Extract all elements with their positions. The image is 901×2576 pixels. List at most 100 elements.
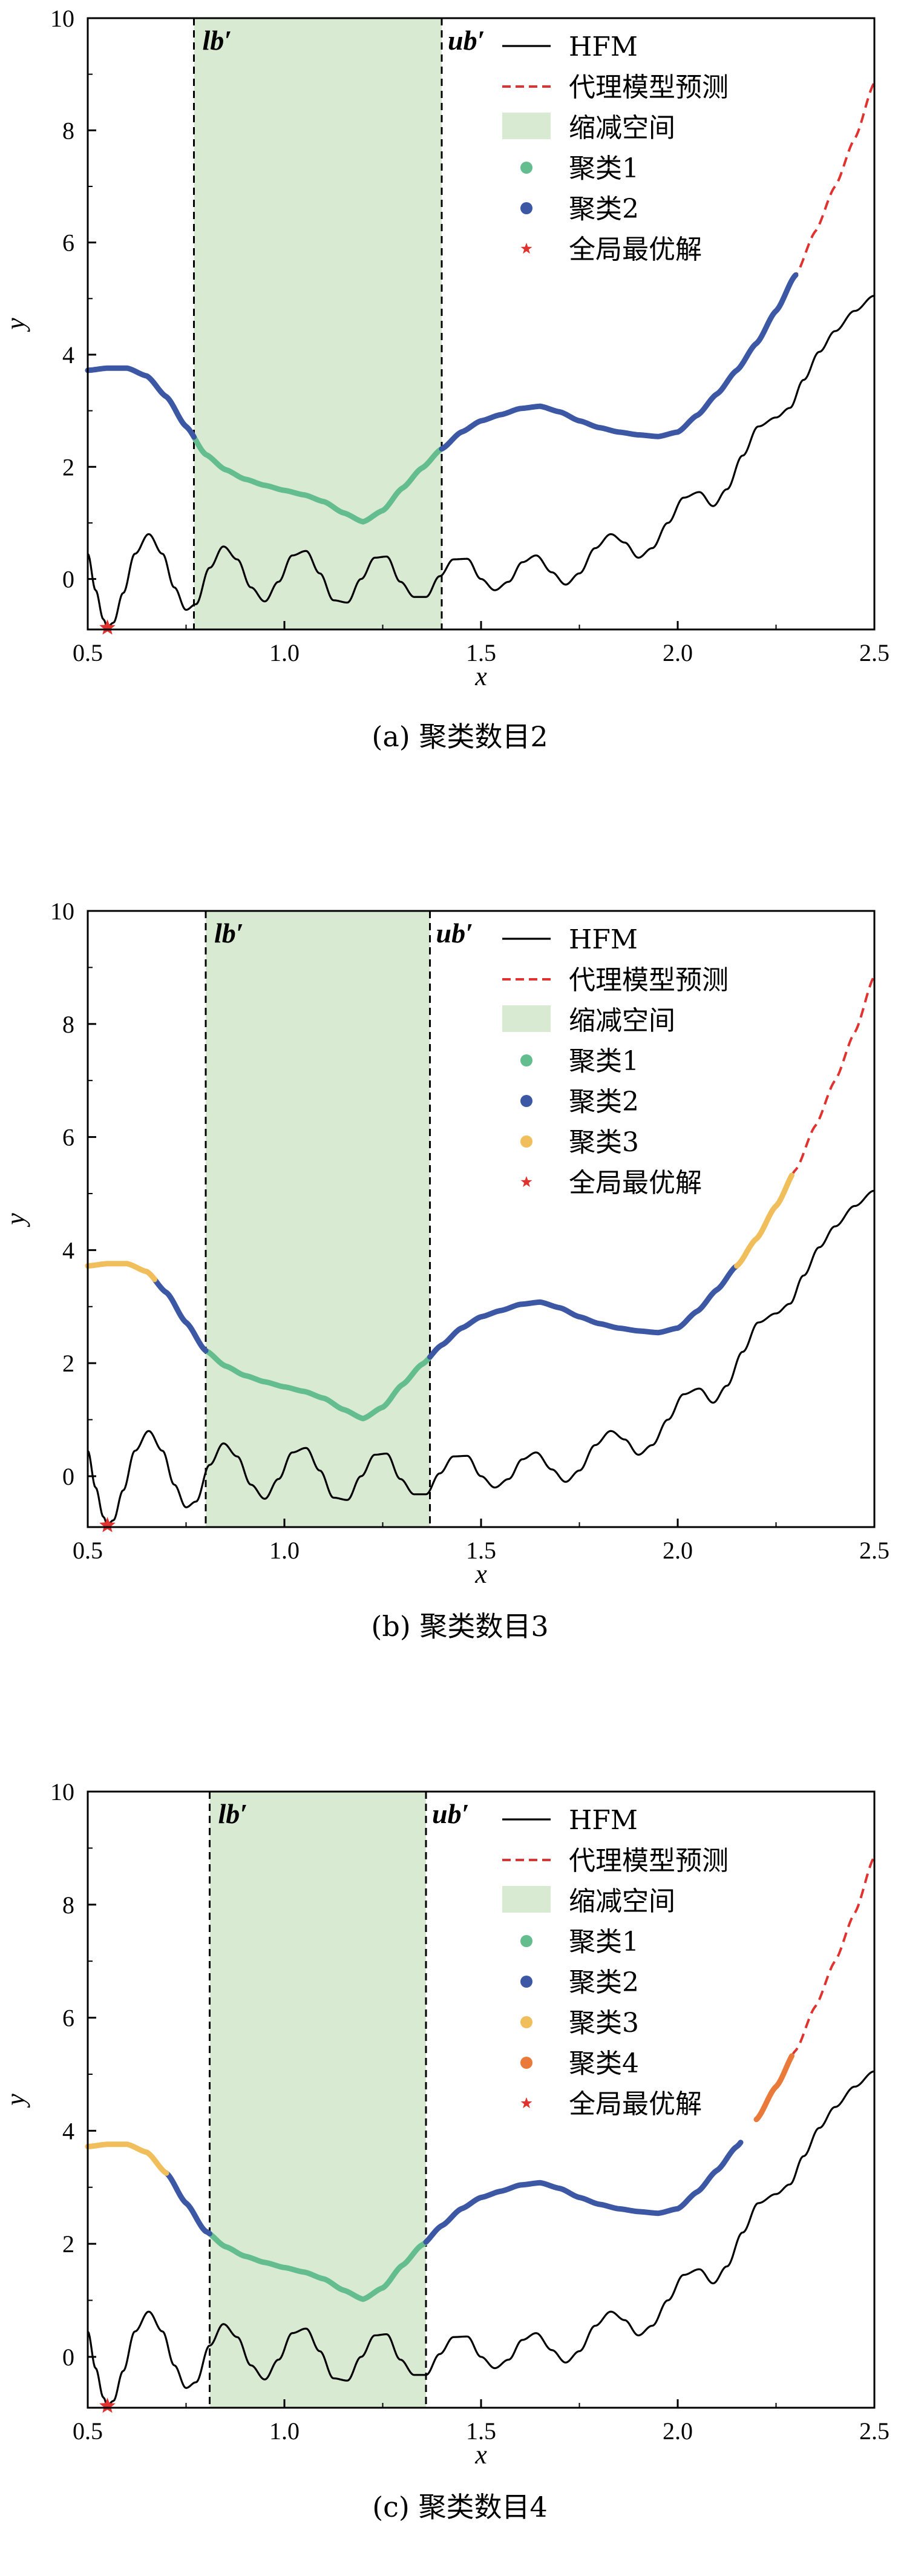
legend-item: HFM bbox=[502, 1805, 638, 1836]
ub-label: ub′ bbox=[448, 25, 485, 56]
legend-label: 缩减空间 bbox=[569, 1886, 675, 1917]
legend-label: 聚类1 bbox=[569, 1046, 639, 1077]
y-axis-label: y bbox=[1, 2094, 30, 2108]
legend-item: HFM bbox=[502, 924, 638, 955]
legend-star-swatch bbox=[520, 243, 532, 254]
cluster3-segment bbox=[85, 2141, 169, 2176]
legend-item: 全局最优解 bbox=[520, 2089, 702, 2120]
y-tick-label: 10 bbox=[50, 898, 74, 925]
legend-item: 缩减空间 bbox=[502, 1005, 675, 1036]
legend-item: 全局最优解 bbox=[520, 234, 702, 265]
x-tick-label: 2.0 bbox=[663, 639, 693, 666]
cluster2-segment bbox=[163, 2170, 212, 2236]
legend-cluster-swatch bbox=[520, 2016, 532, 2028]
legend-label: 代理模型预测 bbox=[569, 1845, 729, 1876]
cluster1-segment bbox=[191, 434, 445, 525]
cluster3-segment bbox=[85, 1261, 157, 1283]
cluster2-segment bbox=[427, 1263, 739, 1360]
legend-cluster-swatch bbox=[520, 1095, 532, 1107]
legend-cluster-swatch bbox=[520, 1135, 532, 1148]
legend-item: 代理模型预测 bbox=[502, 1845, 729, 1876]
y-tick-label: 4 bbox=[62, 341, 74, 369]
x-tick-label: 2.0 bbox=[663, 1537, 693, 1564]
legend-label: 聚类2 bbox=[569, 194, 639, 225]
y-tick-label: 4 bbox=[62, 2117, 74, 2144]
y-tick-label: 6 bbox=[62, 229, 74, 257]
y-tick-label: 10 bbox=[50, 5, 74, 32]
legend-label: 聚类3 bbox=[569, 1127, 639, 1158]
lb-label: lb′ bbox=[203, 25, 232, 56]
legend-item: 缩减空间 bbox=[502, 1886, 675, 1917]
y-tick-label: 0 bbox=[62, 1463, 74, 1490]
cluster1-segment bbox=[207, 2230, 429, 2302]
y-tick-label: 4 bbox=[62, 1237, 74, 1264]
y-tick-label: 6 bbox=[62, 1124, 74, 1151]
x-tick-label: 1.0 bbox=[269, 2417, 300, 2445]
reduced-space-band bbox=[209, 1792, 426, 2408]
legend-label: 聚类2 bbox=[569, 1967, 639, 1998]
legend-item: 缩减空间 bbox=[502, 113, 675, 143]
y-tick-label: 0 bbox=[62, 566, 74, 593]
chart-panel-1: lb′ ub′ 0.5 1.0 1.5 2.0 2.5 0 2 4 6 8 10 x y HFM 代理模型预测缩… bbox=[1, 5, 890, 753]
x-tick-label: 1.0 bbox=[269, 1537, 300, 1564]
legend-label: 缩减空间 bbox=[569, 113, 675, 143]
legend-label: 聚类1 bbox=[569, 153, 639, 184]
y-tick-label: 2 bbox=[62, 1350, 74, 1377]
legend-label: 全局最优解 bbox=[569, 1168, 702, 1198]
global-optimum-marker bbox=[99, 619, 116, 635]
surrogate-prediction-line bbox=[790, 1856, 876, 2057]
legend-item: HFM bbox=[502, 31, 638, 62]
x-tick-label: 0.5 bbox=[73, 1537, 103, 1564]
legend-cluster-swatch bbox=[520, 1935, 532, 1947]
legend-label: 代理模型预测 bbox=[569, 72, 729, 103]
y-tick-label: 8 bbox=[62, 1891, 74, 1919]
legend-cluster-swatch bbox=[520, 162, 532, 174]
x-tick-label: 1.0 bbox=[269, 639, 300, 666]
cluster1-segment bbox=[203, 1348, 433, 1422]
chart-panel-3: lb′ ub′ 0.5 1.0 1.5 2.0 2.5 0 2 4 6 8 10 x y HFM 代理模型预测缩… bbox=[1, 1778, 890, 2523]
y-tick-label: 10 bbox=[50, 1778, 74, 1806]
legend-item: 聚类1 bbox=[520, 153, 639, 184]
ub-label: ub′ bbox=[432, 1798, 470, 1829]
reduced-space-band bbox=[206, 911, 430, 1527]
y-tick-label: 2 bbox=[62, 2230, 74, 2258]
lb-label: lb′ bbox=[214, 918, 244, 948]
y-axis-label: y bbox=[1, 318, 30, 332]
x-tick-label: 1.5 bbox=[466, 639, 496, 666]
legend-label: 代理模型预测 bbox=[569, 965, 729, 996]
global-optimum-marker bbox=[99, 2397, 116, 2413]
legend-label: HFM bbox=[569, 1805, 638, 1836]
legend-cluster-swatch bbox=[520, 2057, 532, 2069]
x-tick-label: 1.5 bbox=[466, 2417, 496, 2445]
hfm-series-line bbox=[87, 2070, 875, 2407]
y-tick-label: 8 bbox=[62, 117, 74, 144]
global-optimum-marker bbox=[99, 1517, 116, 1533]
y-tick-label: 0 bbox=[62, 2344, 74, 2371]
surrogate-prediction-line bbox=[790, 82, 876, 281]
panel-caption: (b) 聚类数目3 bbox=[371, 1610, 548, 1643]
y-tick-label: 8 bbox=[62, 1011, 74, 1038]
ub-label: ub′ bbox=[436, 918, 474, 948]
cluster3-segment bbox=[734, 1172, 795, 1269]
legend-star-swatch bbox=[520, 1176, 532, 1188]
x-axis-label: x bbox=[474, 1559, 487, 1589]
legend-item: 代理模型预测 bbox=[502, 72, 729, 103]
legend-item: 聚类1 bbox=[520, 1927, 639, 1957]
legend-reduced-space-swatch bbox=[502, 113, 551, 139]
legend-item: 聚类2 bbox=[520, 194, 639, 225]
x-tick-label: 2.0 bbox=[663, 2417, 693, 2445]
legend-label: HFM bbox=[569, 924, 638, 955]
legend-item: 全局最优解 bbox=[520, 1168, 702, 1198]
legend-item: 聚类2 bbox=[520, 1086, 639, 1117]
legend-item: 聚类2 bbox=[520, 1967, 639, 1998]
cluster2-segment bbox=[85, 365, 197, 440]
y-axis-label: y bbox=[1, 1213, 30, 1227]
legend-label: HFM bbox=[569, 31, 638, 62]
legend-label: 聚类2 bbox=[569, 1086, 639, 1117]
legend-cluster-swatch bbox=[520, 1976, 532, 1988]
panel-caption: (a) 聚类数目2 bbox=[372, 720, 548, 753]
x-tick-label: 2.5 bbox=[859, 2417, 890, 2445]
legend-item: 聚类3 bbox=[520, 2008, 639, 2039]
legend-item: 聚类4 bbox=[520, 2048, 639, 2079]
